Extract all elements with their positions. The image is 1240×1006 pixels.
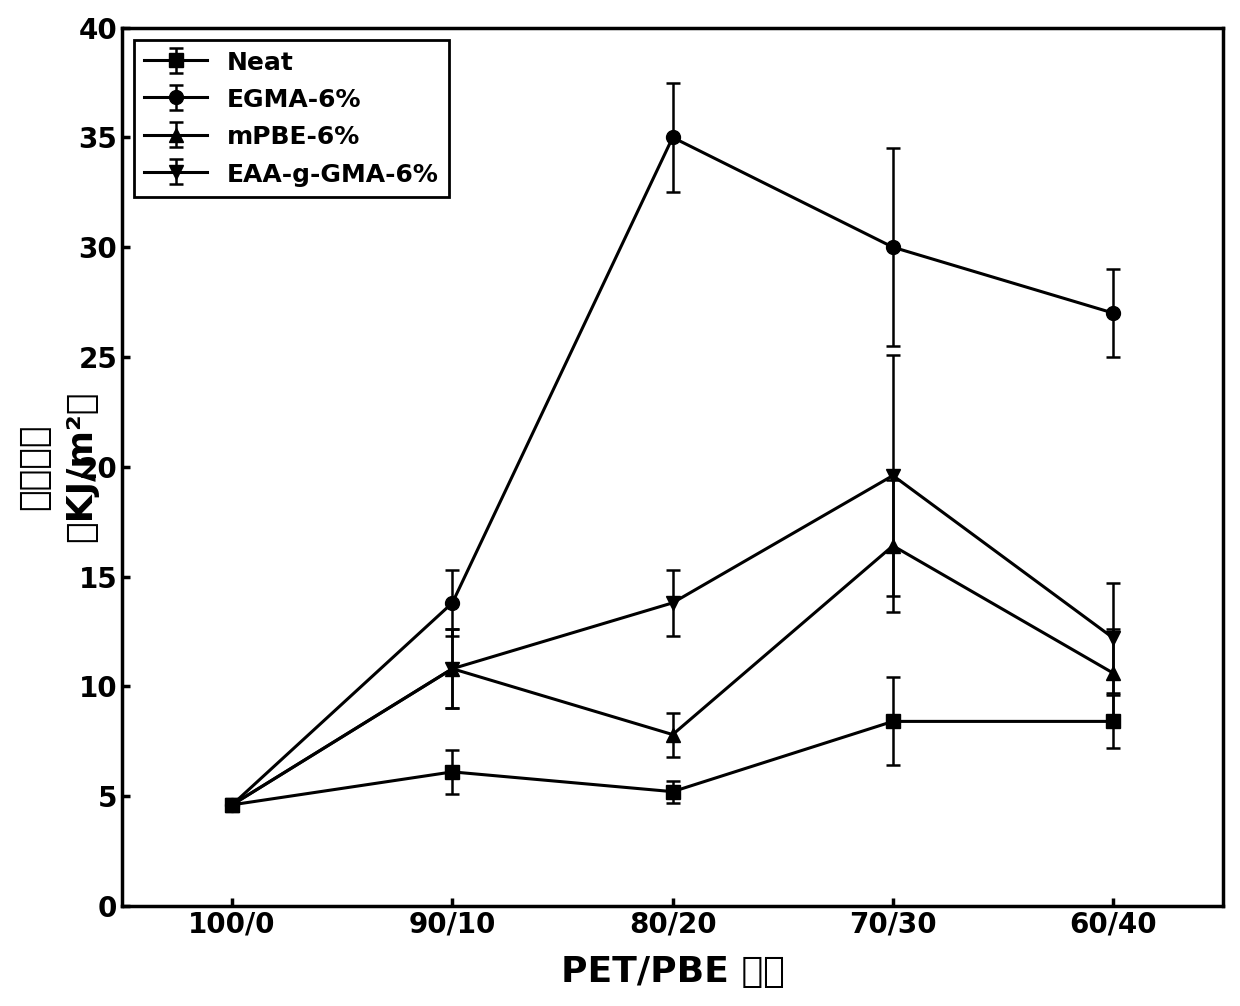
X-axis label: PET/PBE 配比: PET/PBE 配比 xyxy=(560,956,785,989)
Legend: Neat, EGMA-6%, mPBE-6%, EAA-g-GMA-6%: Neat, EGMA-6%, mPBE-6%, EAA-g-GMA-6% xyxy=(134,40,449,196)
Y-axis label: 冲击强度
（KJ/m²）: 冲击强度 （KJ/m²） xyxy=(16,391,98,542)
